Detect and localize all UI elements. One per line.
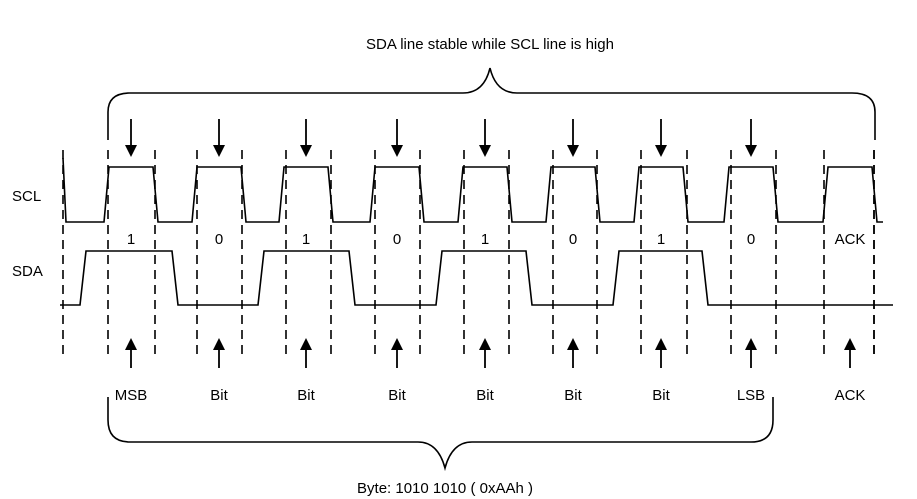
bit-label: Bit bbox=[564, 387, 582, 404]
braces bbox=[107, 67, 876, 472]
up-arrow-icon bbox=[479, 338, 491, 350]
sda-waveform bbox=[60, 250, 893, 306]
top-brace bbox=[107, 67, 876, 140]
bottom-brace bbox=[107, 397, 774, 472]
bit-label: LSB bbox=[737, 387, 765, 404]
up-arrow-icon bbox=[391, 338, 403, 350]
scl-label: SCL bbox=[12, 188, 41, 205]
bit-value: 1 bbox=[302, 231, 310, 248]
bit-value: 0 bbox=[393, 231, 401, 248]
bit-value: 0 bbox=[747, 231, 755, 248]
bit-label: Bit bbox=[652, 387, 670, 404]
bit-values: 1 0 1 0 1 0 1 0 ACK bbox=[127, 231, 866, 248]
up-arrow-icon bbox=[844, 338, 856, 350]
bit-value: 1 bbox=[127, 231, 135, 248]
bit-labels: MSB Bit Bit Bit Bit Bit Bit LSB ACK bbox=[115, 387, 866, 404]
bit-value: 0 bbox=[569, 231, 577, 248]
bit-value: 0 bbox=[215, 231, 223, 248]
down-arrow-icon bbox=[300, 145, 312, 157]
arrows bbox=[125, 119, 856, 368]
down-arrow-icon bbox=[125, 145, 137, 157]
bit-label: MSB bbox=[115, 387, 148, 404]
dashed-guide-lines bbox=[62, 150, 875, 360]
up-arrow-icon bbox=[567, 338, 579, 350]
up-arrow-icon bbox=[745, 338, 757, 350]
down-arrow-icon bbox=[745, 145, 757, 157]
bit-label: ACK bbox=[835, 387, 866, 404]
down-arrow-icon bbox=[391, 145, 403, 157]
bit-value: 1 bbox=[481, 231, 489, 248]
up-arrow-icon bbox=[300, 338, 312, 350]
top-caption: SDA line stable while SCL line is high bbox=[366, 36, 614, 53]
down-arrow-icon bbox=[479, 145, 491, 157]
up-arrow-icon bbox=[213, 338, 225, 350]
scl-waveform bbox=[62, 157, 883, 223]
bit-label: Bit bbox=[476, 387, 494, 404]
down-arrow-icon bbox=[567, 145, 579, 157]
bottom-caption: Byte: 1010 1010 ( 0xAAh ) bbox=[357, 480, 533, 497]
waveforms bbox=[60, 157, 893, 306]
down-arrow-icon bbox=[655, 145, 667, 157]
sda-label: SDA bbox=[12, 263, 43, 280]
bit-label: Bit bbox=[210, 387, 228, 404]
bit-label: Bit bbox=[388, 387, 406, 404]
up-arrow-icon bbox=[655, 338, 667, 350]
bit-label: Bit bbox=[297, 387, 315, 404]
bit-value: ACK bbox=[835, 231, 866, 248]
down-arrow-icon bbox=[213, 145, 225, 157]
bit-value: 1 bbox=[657, 231, 665, 248]
up-arrow-icon bbox=[125, 338, 137, 350]
